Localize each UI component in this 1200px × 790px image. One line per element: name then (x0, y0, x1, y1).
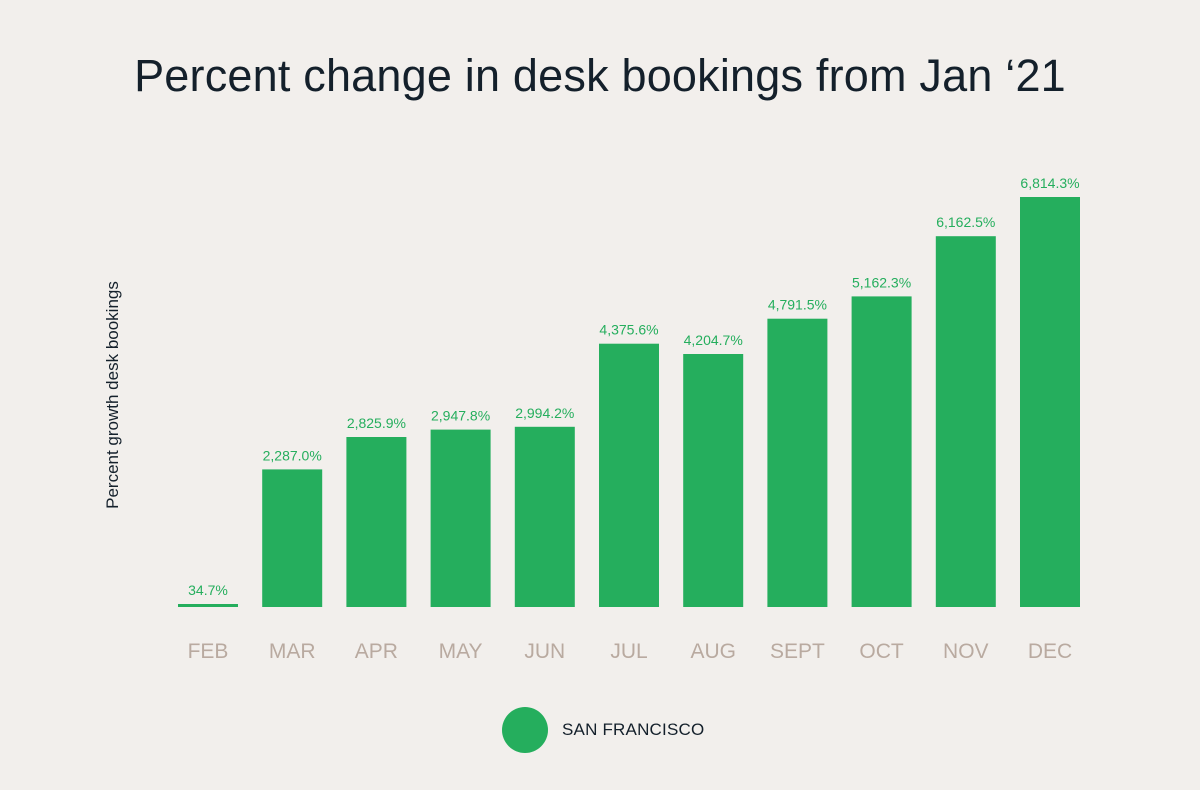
legend-label-san-francisco: SAN FRANCISCO (562, 720, 705, 739)
x-axis-tick-labels: FEB MAR APR MAY JUN JUL AUG SEPT OCT NOV DEC (188, 640, 1073, 663)
x-tick-label-oct: OCT (859, 640, 904, 663)
value-label-feb: 34.7% (188, 582, 228, 598)
value-label-nov: 6,162.5% (936, 214, 995, 230)
legend-swatch-san-francisco (502, 707, 548, 753)
x-tick-label-dec: DEC (1028, 640, 1072, 663)
x-tick-label-mar: MAR (269, 640, 316, 663)
bar-oct (851, 296, 912, 607)
value-label-mar: 2,287.0% (263, 447, 322, 463)
value-label-dec: 6,814.3% (1020, 175, 1079, 191)
value-labels-group: 34.7% 2,287.0% 2,825.9% 2,947.8% 2,994.2% 4,3… (188, 175, 1079, 598)
bar-sept (767, 318, 828, 607)
x-tick-label-jun: JUN (524, 640, 565, 663)
x-tick-label-aug: AUG (690, 640, 736, 663)
legend: SAN FRANCISCO (502, 707, 704, 753)
bars-group (178, 197, 1080, 607)
value-label-aug: 4,204.7% (684, 332, 743, 348)
chart-title: Percent change in desk bookings from Jan… (134, 50, 1066, 101)
x-tick-label-may: MAY (439, 640, 483, 663)
value-label-may: 2,947.8% (431, 408, 490, 424)
bar-mar (262, 469, 323, 607)
x-tick-label-feb: FEB (188, 640, 229, 663)
x-tick-label-sept: SEPT (770, 640, 825, 663)
value-label-sept: 4,791.5% (768, 297, 827, 313)
value-label-apr: 2,825.9% (347, 415, 406, 431)
bar-may (430, 429, 491, 607)
x-tick-label-jul: JUL (610, 640, 647, 663)
value-label-jul: 4,375.6% (599, 322, 658, 338)
y-axis-label: Percent growth desk bookings (103, 281, 122, 509)
x-tick-label-nov: NOV (943, 640, 989, 663)
value-label-oct: 5,162.3% (852, 274, 911, 290)
bar-nov (935, 236, 996, 607)
bar-jun (514, 426, 575, 607)
bar-aug (683, 354, 744, 607)
bar-jul (599, 343, 659, 607)
bar-feb (178, 604, 238, 607)
bar-apr (346, 437, 407, 607)
x-tick-label-apr: APR (355, 640, 398, 663)
bar-dec (1020, 197, 1080, 607)
value-label-jun: 2,994.2% (515, 405, 574, 421)
